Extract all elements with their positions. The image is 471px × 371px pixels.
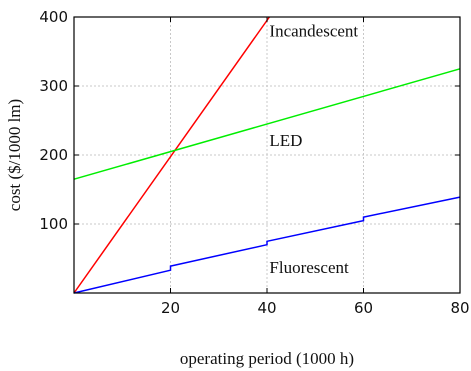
annotations: Incandescent LED Fluorescent <box>269 21 358 277</box>
y-axis-label: cost ($/1000 lm) <box>5 99 24 211</box>
x-tick-label: 60 <box>354 299 373 317</box>
led-series-line <box>73 68 461 180</box>
fluorescent-series-line <box>73 196 461 294</box>
incandescent-annotation: Incandescent <box>269 21 358 40</box>
y-tick-label: 100 <box>39 215 68 233</box>
axis-ticks: 20 40 60 80 100 200 300 400 <box>39 8 469 317</box>
x-axis-label: operating period (1000 h) <box>180 349 354 368</box>
fluorescent-annotation: Fluorescent <box>269 258 349 277</box>
y-tick-label: 200 <box>39 146 68 164</box>
y-tick-label: 300 <box>39 77 68 95</box>
incandescent-series-line <box>73 16 271 294</box>
x-tick-label: 20 <box>161 299 180 317</box>
x-tick-label: 80 <box>450 299 469 317</box>
plot-series <box>73 16 461 294</box>
y-tick-label: 400 <box>39 8 68 26</box>
grid <box>74 17 460 293</box>
led-annotation: LED <box>269 131 302 150</box>
x-tick-label: 40 <box>257 299 276 317</box>
